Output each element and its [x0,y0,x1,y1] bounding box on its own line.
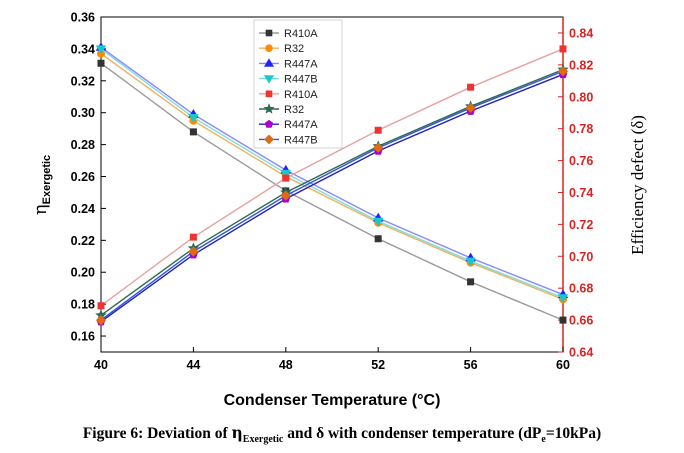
data-point [97,59,105,67]
right-y-tick-label: 0.70 [569,250,593,264]
data-point [467,278,475,286]
x-axis: 40 44 48 52 56 60 [94,347,570,372]
data-point [95,314,107,326]
legend-label: R32 [284,43,304,55]
data-point [465,102,476,114]
left-y-tick-label: 0.28 [71,138,95,152]
series-line [100,62,564,321]
data-point [280,190,291,201]
left-y-tick-label: 0.16 [71,330,95,344]
legend-label: R447B [284,74,318,86]
figure-caption: Figure 6: Deviation of ηExergetic and δ … [82,423,602,446]
left-y-tick-label: 0.22 [71,234,95,248]
left-y-axis: 0.16 0.18 0.20 0.22 0.24 0.26 0.28 0.30 0.32 0.34… [71,11,106,344]
left-y-tick-label: 0.36 [71,11,95,25]
data-point [373,142,384,153]
series-line [100,68,564,316]
series-r447b-left [95,45,569,304]
left-y-tick-label: 0.18 [71,298,95,312]
right-y-tick-label: 0.68 [569,282,593,296]
legend-marker [263,103,275,114]
data-point [97,302,105,310]
right-y-tick-label: 0.78 [569,122,593,136]
legend-marker [263,75,275,84]
data-point [557,66,569,77]
chart: 40 44 48 52 56 60 0.16 0.18 0.20 0.22 0.24 0.26 0.2… [30,11,647,410]
series-line [100,46,564,296]
legend-label: R447A [284,58,318,70]
data-point [372,217,384,227]
left-y-tick-label: 0.26 [71,170,95,184]
data-point [557,294,569,304]
left-y-tick-label: 0.20 [71,266,95,280]
series-line [100,48,564,307]
x-tick-label: 40 [94,358,108,372]
data-point [280,169,292,179]
right-y-tick-label: 0.80 [569,90,593,104]
data-point [559,45,567,53]
legend-label: R410A [284,89,318,101]
legend-marker [265,90,273,98]
legend-label: R447A [284,119,318,131]
legend-marker [264,119,274,128]
right-y-axis-title: Efficiency defect (δ) [628,115,647,255]
x-tick-label: 56 [464,358,478,372]
data-point [282,174,290,182]
right-y-tick-label: 0.84 [569,26,593,40]
x-axis-title: Condenser Temperature (°C) [224,392,441,409]
data-point [559,316,567,324]
legend: R410A R32 R447A R447B R410A R32 R447A R447B [253,19,343,149]
data-point [188,114,199,123]
legend-marker [264,134,274,145]
x-tick-label: 48 [279,358,293,372]
left-y-tick-label: 0.24 [71,202,95,216]
right-y-tick-label: 0.76 [569,154,593,168]
legend-label: R447B [284,134,318,146]
data-point [374,126,382,134]
x-tick-label: 44 [186,358,200,372]
legend-label: R32 [284,104,304,116]
legend-marker [263,58,275,67]
right-y-tick-label: 0.64 [569,346,593,360]
x-tick-label: 52 [371,358,385,372]
series-layer [95,42,569,326]
right-y-tick-label: 0.82 [569,58,593,72]
data-point [374,235,382,243]
data-point [95,45,107,55]
left-y-tick-label: 0.34 [71,42,95,56]
data-point [465,257,476,267]
data-point [188,246,199,257]
right-y-tick-label: 0.72 [569,218,593,232]
left-y-axis-title: ηExergetic [30,155,53,215]
series-line [100,53,564,301]
legend-marker [265,29,273,37]
right-y-axis: 0.64 0.66 0.68 0.70 0.72 0.74 0.76 0.78 0.80 0.82… [558,26,593,360]
right-y-tick-label: 0.74 [569,186,593,200]
legend-label: R410A [284,28,318,40]
series-line [100,70,564,321]
series-r410a-right [97,45,567,310]
data-point [189,233,197,241]
legend-marker [265,44,273,53]
x-tick-label: 60 [556,358,570,372]
series-line [100,73,564,323]
series-r447b-right [95,66,569,326]
data-point [467,83,475,91]
data-point [189,128,197,136]
left-y-tick-label: 0.30 [71,106,95,120]
series-line [100,48,564,299]
left-y-tick-label: 0.32 [71,74,95,88]
right-y-tick-label: 0.66 [569,314,593,328]
